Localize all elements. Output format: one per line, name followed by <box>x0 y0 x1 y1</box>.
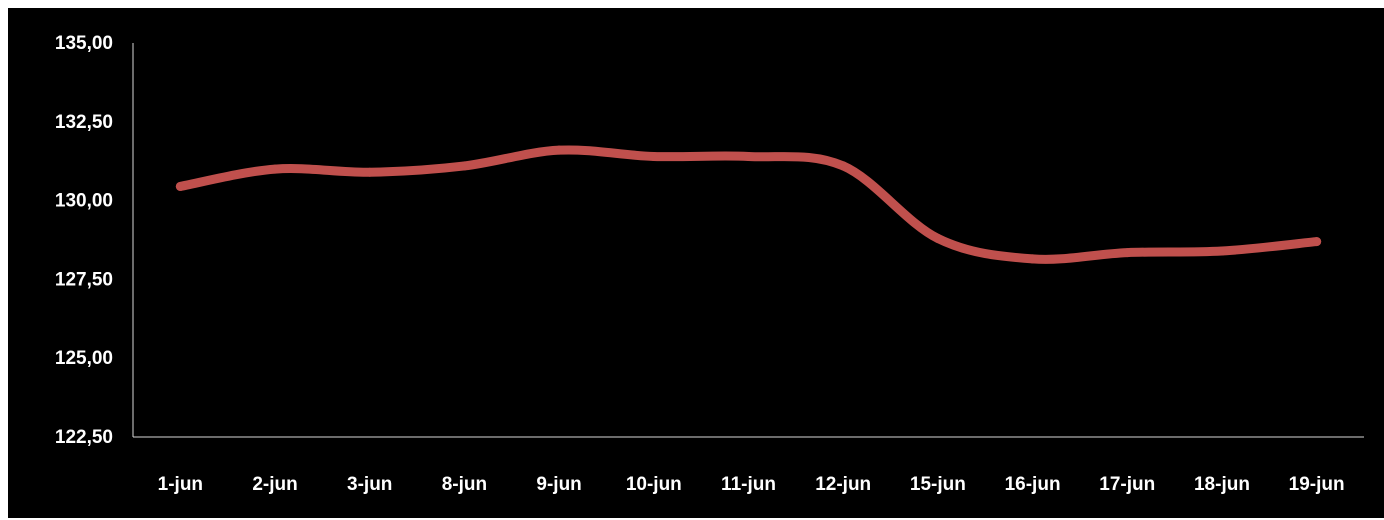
y-axis: 122,50 125,00 127,50 130,00 132,50 135,00 <box>55 33 134 448</box>
x-tick-label: 8-jun <box>442 474 487 495</box>
x-tick-label: 19-jun <box>1289 474 1345 495</box>
x-axis: 1-jun 2-jun 3-jun 8-jun 9-jun 10-jun 11-jun 12-… <box>133 436 1364 495</box>
x-tick-label: 17-jun <box>1099 474 1155 495</box>
y-tick-label: 130,00 <box>55 191 113 212</box>
data-point <box>459 161 469 171</box>
x-tick-label: 3-jun <box>347 474 392 495</box>
x-tick-label: 10-jun <box>626 474 682 495</box>
chart-background <box>8 8 1384 518</box>
data-point <box>933 233 943 243</box>
x-tick-label: 11-jun <box>721 474 776 495</box>
y-tick-label: 135,00 <box>55 33 113 54</box>
series-line <box>175 145 1322 264</box>
data-point <box>838 161 848 171</box>
y-tick-label: 125,00 <box>55 348 113 369</box>
data-point <box>175 181 185 191</box>
data-point <box>1217 246 1227 256</box>
x-tick-label: 16-jun <box>1005 474 1061 495</box>
series-group <box>175 145 1322 264</box>
data-point <box>649 151 659 161</box>
data-point <box>1122 248 1132 258</box>
data-point <box>744 151 753 161</box>
y-tick-label: 132,50 <box>55 112 113 133</box>
x-tick-label: 1-jun <box>158 474 203 495</box>
data-point <box>554 145 564 155</box>
data-point <box>1028 254 1038 264</box>
data-point <box>270 164 280 174</box>
x-tick-label: 9-jun <box>536 474 581 495</box>
data-point <box>1312 237 1322 247</box>
y-tick-label: 122,50 <box>55 427 113 448</box>
x-tick-label: 18-jun <box>1194 474 1250 495</box>
x-tick-label: 12-jun <box>815 474 871 495</box>
y-tick-label: 127,50 <box>55 269 113 290</box>
x-tick-label: 2-jun <box>252 474 297 495</box>
data-point <box>365 167 375 177</box>
x-tick-label: 15-jun <box>910 474 966 495</box>
